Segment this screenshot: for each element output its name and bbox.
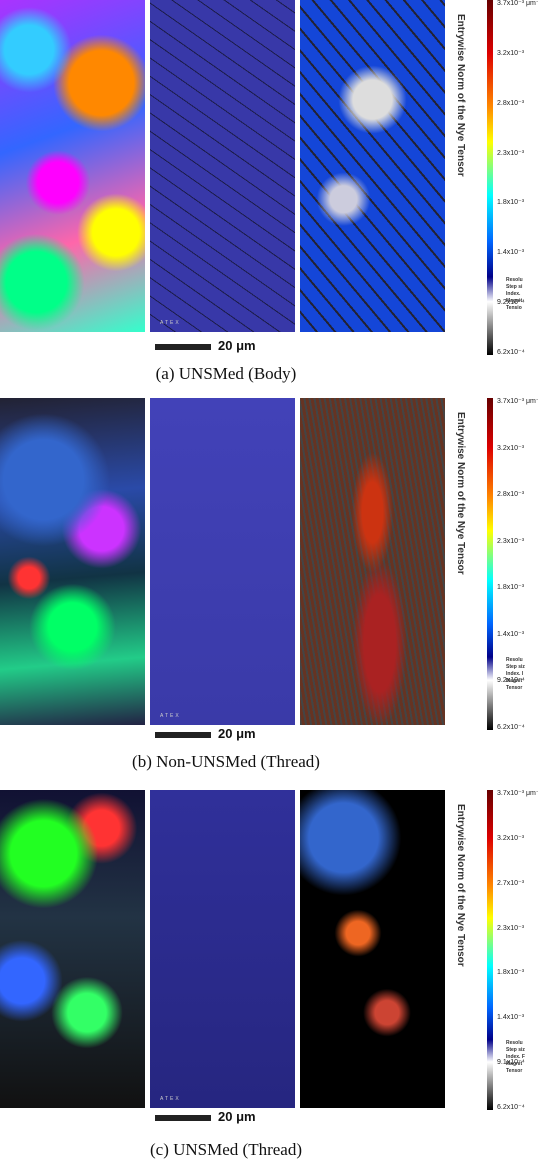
caption: (b) Non-UNSMed (Thread) xyxy=(132,752,320,771)
colorbar-tick-label: 2.3x10⁻³ xyxy=(497,149,525,157)
scale-bar-label: 20 μm xyxy=(218,1109,256,1124)
colorbar xyxy=(487,0,493,355)
colorbar-tick-label: 3.7x10⁻³ μm⁻¹ xyxy=(497,0,538,7)
scale-bar-label: 20 μm xyxy=(218,726,256,741)
colorbar xyxy=(487,790,493,1110)
colorbar-tick-label: 1.8x10⁻³ xyxy=(497,584,525,592)
colorbar-tick-label: 6.2x10⁻⁴ xyxy=(497,349,525,356)
colorbar xyxy=(487,398,493,730)
colorbar-tick-label: 6.2x10⁻⁴ xyxy=(497,724,525,731)
micrograph xyxy=(0,790,145,1108)
side-note: Step si xyxy=(506,283,523,290)
side-note: Tensio xyxy=(506,304,522,311)
side-note: Magnit xyxy=(506,297,523,304)
colorbar-tick-label: 2.3x10⁻³ xyxy=(497,924,525,932)
side-note: Magnit xyxy=(506,677,523,684)
image-label: ATEX xyxy=(160,320,181,326)
scale-bar xyxy=(155,1115,211,1121)
micrograph xyxy=(0,398,145,725)
colorbar-title: Entrywise Norm of the Nye Tensor xyxy=(455,14,466,177)
micrograph xyxy=(300,398,445,725)
side-note: Index. F xyxy=(506,1053,525,1060)
side-note: Resolu xyxy=(506,656,523,663)
caption: (a) UNSMed (Body) xyxy=(155,364,297,383)
colorbar-tick-label: 3.2x10⁻³ xyxy=(497,834,525,842)
side-note: Step siz xyxy=(506,1046,525,1053)
colorbar-tick-label: 3.2x10⁻³ xyxy=(497,49,525,57)
colorbar-tick-label: 3.7x10⁻³ μm⁻¹ xyxy=(497,790,538,797)
colorbar-tick-label: 3.2x10⁻³ xyxy=(497,444,525,452)
side-note: Resolu xyxy=(506,1039,523,1046)
side-note: Tensor xyxy=(506,1067,523,1074)
side-note: Index. xyxy=(506,290,521,297)
micrograph xyxy=(300,790,445,1108)
colorbar-tick-label: 9.1x10⁻⁴ xyxy=(497,1059,525,1067)
colorbar-tick-label: 2.7x10⁻³ xyxy=(497,879,525,887)
side-note: Tensor xyxy=(506,684,523,691)
colorbar-tick-label: 1.4x10⁻³ xyxy=(497,630,525,638)
colorbar-tick-label: 1.8x10⁻³ xyxy=(497,199,525,207)
image-label: ATEX xyxy=(160,1096,181,1102)
side-note: Magnit xyxy=(506,1060,523,1067)
micrograph xyxy=(150,398,295,725)
micrograph xyxy=(0,0,145,332)
scale-bar xyxy=(155,344,211,350)
colorbar-title: Entrywise Norm of the Nye Tensor xyxy=(455,412,466,575)
caption: (c) UNSMed (Thread) xyxy=(150,1140,302,1159)
colorbar-tick-label: 1.4x10⁻³ xyxy=(497,1014,525,1022)
colorbar-tick-label: 1.8x10⁻³ xyxy=(497,969,525,977)
colorbar-tick-label: 9.2x10⁻⁴ xyxy=(497,299,525,307)
colorbar-title: Entrywise Norm of the Nye Tensor xyxy=(455,804,466,967)
micrograph xyxy=(150,790,295,1108)
colorbar-tick-label: 3.7x10⁻³ μm⁻¹ xyxy=(497,398,538,405)
side-note: Step siz xyxy=(506,663,525,670)
colorbar-tick-label: 2.8x10⁻³ xyxy=(497,491,525,499)
scale-bar-label: 20 μm xyxy=(218,338,256,353)
micrograph xyxy=(300,0,445,332)
colorbar-tick-label: 2.8x10⁻³ xyxy=(497,99,525,107)
colorbar-tick-label: 6.2x10⁻⁴ xyxy=(497,1104,525,1111)
colorbar-tick-label: 9.2x10⁻⁴ xyxy=(497,677,525,685)
scale-bar xyxy=(155,732,211,738)
colorbar-tick-label: 2.3x10⁻³ xyxy=(497,537,525,545)
micrograph xyxy=(150,0,295,332)
side-note: Resolu xyxy=(506,276,523,283)
colorbar-tick-label: 1.4x10⁻³ xyxy=(497,249,525,257)
image-label: ATEX xyxy=(160,713,181,719)
side-note: Index. I xyxy=(506,670,524,677)
